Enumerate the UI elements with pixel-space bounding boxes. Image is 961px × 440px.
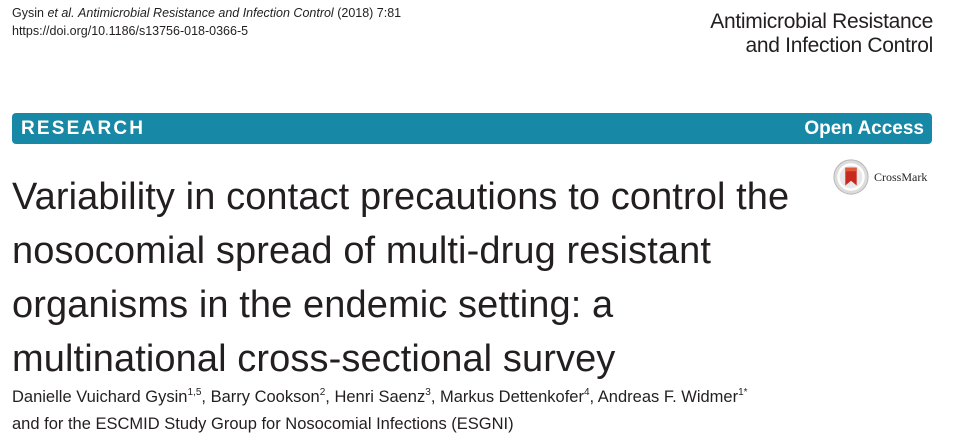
citation-doi[interactable]: https://doi.org/10.1186/s13756-018-0366-… xyxy=(12,24,249,38)
crossmark-label: CrossMark xyxy=(874,169,928,184)
journal-logo: Antimicrobial Resistance and Infection C… xyxy=(710,10,933,58)
journal-logo-line-1: Antimicrobial Resistance xyxy=(710,10,933,33)
author-affiliation: 3 xyxy=(425,387,431,398)
author-group: and for the ESCMID Study Group for Nosoc… xyxy=(12,415,514,433)
author-affiliation: 4 xyxy=(583,387,590,398)
crossmark-icon xyxy=(833,159,869,195)
author[interactable]: Henri Saenz3 xyxy=(334,387,431,406)
author-list: Danielle Vuichard Gysin1,5, Barry Cookso… xyxy=(12,385,942,436)
citation-journal: Antimicrobial Resistance and Infection C… xyxy=(78,6,334,20)
author[interactable]: Andreas F. Widmer1* xyxy=(597,387,748,406)
crossmark-button[interactable]: CrossMark xyxy=(832,158,927,196)
open-access-label: Open Access xyxy=(804,117,924,139)
citation-etal: et al. xyxy=(47,6,75,20)
author[interactable]: Danielle Vuichard Gysin1,5 xyxy=(12,387,202,406)
article-title: Variability in contact precautions to co… xyxy=(12,176,790,380)
author-affiliation: 1* xyxy=(738,387,748,398)
author[interactable]: Barry Cookson2 xyxy=(210,387,326,406)
citation-line: Gysin et al. Antimicrobial Resistance an… xyxy=(12,4,401,22)
author[interactable]: Markus Dettenkofer4 xyxy=(439,387,590,406)
citation-year-volume: (2018) 7:81 xyxy=(337,6,402,20)
journal-logo-line-2: and Infection Control xyxy=(745,34,934,57)
citation-block: Gysin et al. Antimicrobial Resistance an… xyxy=(12,4,401,40)
article-banner: RESEARCH Open Access xyxy=(12,113,932,144)
author-affiliation: 1,5 xyxy=(187,387,202,398)
citation-author: Gysin xyxy=(12,6,44,20)
article-type-label: RESEARCH xyxy=(21,117,146,139)
author-affiliation: 2 xyxy=(319,387,326,398)
